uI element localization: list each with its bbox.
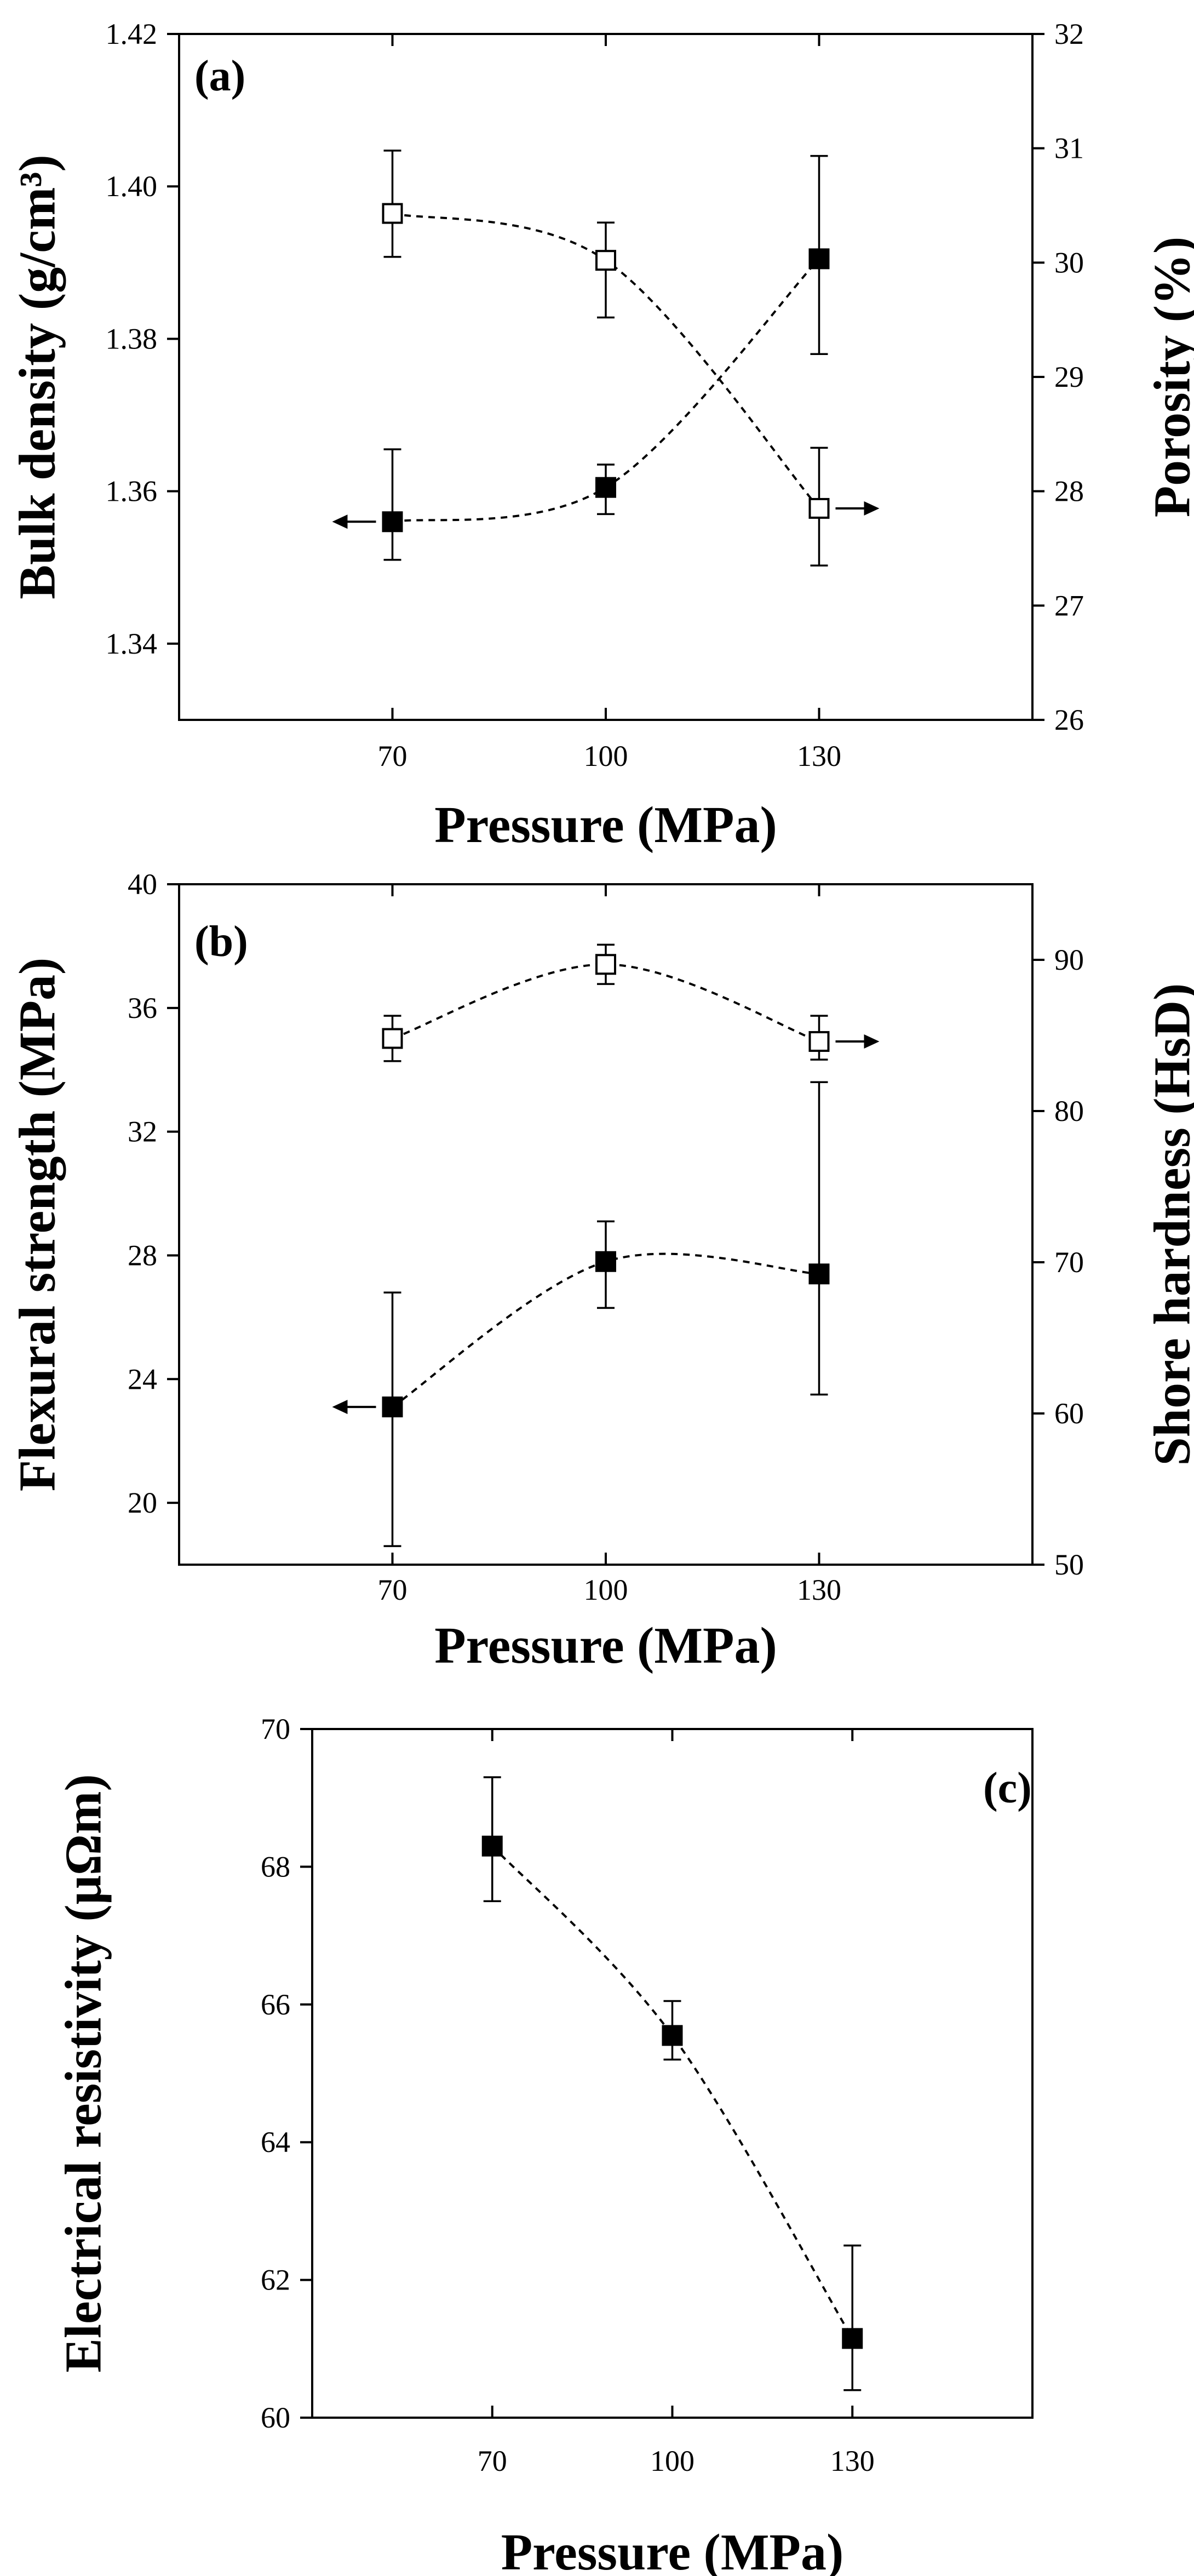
panel-2: 70 100 130 60 62 64 66 68 70 Pressure (MPa) Electr…: [55, 1713, 1034, 2576]
axis-arrow-left-head: [332, 514, 348, 529]
x-tick-label: 70: [378, 740, 407, 772]
data-point-open-square: [382, 1028, 403, 1049]
y-tick-label-left: 32: [128, 1115, 157, 1148]
y-tick-label-left: 60: [261, 2401, 290, 2434]
data-point-filled-square: [481, 1835, 503, 1857]
y-tick-label-left: 64: [261, 2126, 290, 2159]
y-axis-title-left: Bulk density (g/cm³): [9, 154, 66, 599]
y-tick-label-right: 70: [1054, 1246, 1084, 1279]
series-trend-line: [491, 1845, 854, 2339]
y-tick-label-left: 1.38: [106, 322, 158, 355]
y-tick-label-right: 32: [1054, 18, 1084, 50]
y-tick-label-right: 90: [1054, 943, 1084, 976]
y-tick-label-left: 66: [261, 1988, 290, 2021]
y-tick-label-left: 1.34: [106, 627, 158, 660]
data-point-open-square: [595, 954, 616, 975]
y-tick-label-left: 20: [128, 1486, 157, 1519]
x-axis-title: Pressure (MPa): [501, 2524, 844, 2576]
x-axis-title: Pressure (MPa): [434, 797, 777, 854]
y-axis-title-right: Porosity (%): [1144, 237, 1194, 518]
y-tick-label-right: 31: [1054, 132, 1084, 165]
x-axis-title: Pressure (MPa): [434, 1617, 777, 1674]
data-point-filled-square: [595, 477, 616, 498]
data-point-filled-square: [808, 248, 830, 270]
y-tick-label-left: 62: [261, 2264, 290, 2297]
x-tick-label: 70: [478, 2445, 507, 2477]
y-tick-label-right: 29: [1054, 360, 1084, 393]
data-point-open-square: [808, 497, 830, 519]
data-point-filled-square: [595, 1251, 616, 1272]
data-point-open-square: [595, 250, 616, 271]
x-tick-label: 70: [378, 1573, 407, 1606]
panel-label: (b): [194, 918, 248, 966]
data-point-filled-square: [808, 1263, 830, 1285]
y-tick-label-left: 36: [128, 992, 157, 1024]
data-point-filled-square: [662, 2025, 683, 2046]
panel-0: 70 100 130 1.34 1.36 1.38 1.40 1.42 26 27 28 29 30 31…: [9, 18, 1194, 854]
data-point-filled-square: [382, 511, 403, 533]
series-trend-line: [392, 963, 820, 1043]
x-tick-label: 130: [830, 2445, 875, 2477]
x-tick-label: 130: [797, 740, 841, 772]
y-tick-label-right: 80: [1054, 1095, 1084, 1127]
data-point-filled-square: [382, 1396, 403, 1418]
y-tick-label-left: 1.42: [106, 18, 158, 50]
panel-1: 70 100 130 20 24 28 32 36 40 50 60 70 80 90 Pressure (…: [9, 868, 1194, 1674]
y-tick-label-right: 60: [1054, 1397, 1084, 1430]
y-tick-label-left: 1.40: [106, 170, 158, 203]
y-tick-label-right: 28: [1054, 475, 1084, 508]
y-axis-title-left: Flexural strength (MPa): [9, 958, 66, 1492]
y-tick-label-left: 28: [128, 1239, 157, 1272]
y-axis-title-right: Shore hardness (HsD): [1144, 983, 1194, 1466]
axis-arrow-right-head: [864, 1034, 880, 1049]
y-tick-label-right: 26: [1054, 703, 1084, 736]
data-point-filled-square: [842, 2328, 863, 2349]
x-tick-label: 100: [650, 2445, 694, 2477]
axis-arrow-right-head: [864, 501, 880, 516]
plot-frame: [311, 1728, 1034, 2419]
y-tick-label-left: 68: [261, 1850, 290, 1883]
y-tick-label-left: 24: [128, 1363, 157, 1395]
y-axis-title-left: Electrical resistivity (μΩm): [55, 1774, 112, 2373]
y-tick-label-right: 30: [1054, 246, 1084, 279]
plot-frame: [178, 33, 1034, 721]
data-point-open-square: [382, 203, 403, 224]
y-tick-label-right: 27: [1054, 589, 1084, 622]
y-tick-label-right: 50: [1054, 1548, 1084, 1581]
y-tick-label-left: 1.36: [106, 475, 158, 508]
x-tick-label: 130: [797, 1573, 841, 1606]
x-tick-label: 100: [584, 740, 628, 772]
panel-label: (a): [194, 52, 245, 100]
y-tick-label-left: 40: [128, 868, 157, 901]
x-tick-label: 100: [584, 1573, 628, 1606]
data-point-open-square: [808, 1031, 830, 1052]
y-tick-label-left: 70: [261, 1713, 290, 1745]
axis-arrow-left-head: [332, 1400, 348, 1415]
panel-label: (c): [983, 1764, 1032, 1812]
